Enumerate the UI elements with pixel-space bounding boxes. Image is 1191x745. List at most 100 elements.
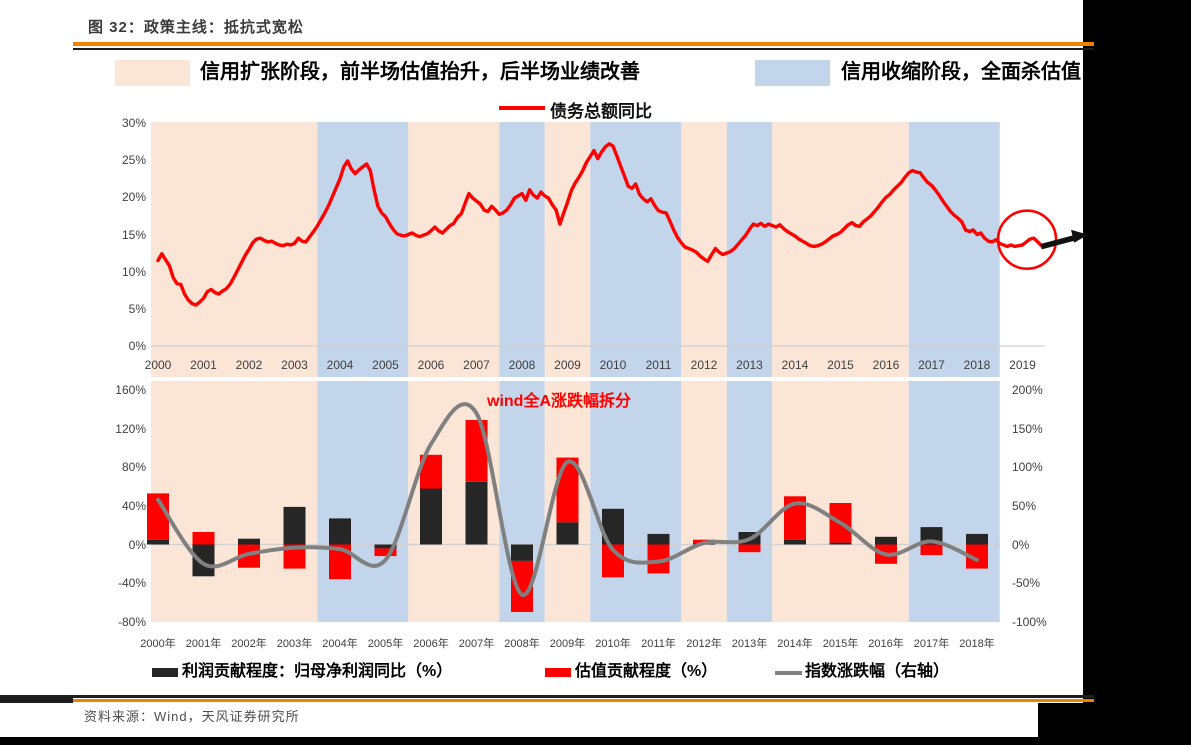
bottom-chart-left-y-tick: 40%	[121, 498, 146, 513]
valuation-bar	[875, 544, 897, 564]
top-dark-rule	[73, 47, 1094, 50]
top-chart-x-tick: 2014	[781, 358, 809, 372]
credit-phase-band-expansion	[772, 122, 909, 377]
credit-phase-band-expansion	[151, 122, 318, 377]
top-orange-rule	[73, 42, 1094, 46]
profit-bar	[875, 536, 897, 545]
bottom-chart-x-tick: 2006年	[413, 638, 449, 650]
top-chart-x-tick: 2009	[554, 358, 581, 372]
profit-bar	[920, 527, 943, 545]
contraction-legend-swatch	[755, 60, 830, 86]
top-chart-x-tick: 2008	[508, 358, 536, 372]
profit-bar	[829, 542, 852, 545]
valuation-bar	[192, 532, 215, 545]
valuation-bar	[420, 454, 442, 489]
profit-bar	[556, 522, 579, 545]
source-note: 资料来源：Wind，天风证券研究所	[84, 709, 300, 724]
valuation-bar	[920, 544, 943, 556]
bottom-chart-right-y-tick: 100%	[1012, 460, 1043, 475]
valuation-bar	[602, 544, 624, 578]
index-line-legend-label: 指数涨跌幅（右轴）	[805, 663, 950, 680]
top-chart-x-tick: 2018	[963, 358, 991, 372]
credit-phase-band-expansion	[544, 122, 591, 377]
bottom-chart-right-y-tick: -50%	[1012, 576, 1041, 591]
credit-phase-band-contraction	[726, 381, 773, 622]
valuation-bar	[693, 539, 715, 544]
bottom-chart-x-tick: 2017年	[913, 638, 950, 650]
bottom-black-border	[0, 737, 1191, 745]
bottom-chart-x-tick: 2003年	[276, 638, 313, 650]
profit-bar	[465, 481, 488, 545]
bottom-chart-right-y-tick: -100%	[1012, 614, 1047, 629]
valuation-bar	[511, 560, 533, 612]
top-chart-y-tick: 10%	[121, 264, 146, 279]
bottom-chart-x-tick: 2002年	[231, 638, 267, 650]
top-chart-x-tick: 2000	[144, 358, 172, 372]
bottom-chart-right-y-tick: 50%	[1012, 498, 1037, 513]
bottom-chart-x-tick: 2015年	[822, 638, 859, 650]
profit-bar	[602, 508, 624, 545]
top-chart-x-tick: 2015	[827, 358, 854, 372]
valuation-bar	[784, 496, 806, 540]
credit-phase-band-contraction	[499, 381, 545, 622]
profit-bar	[966, 533, 988, 545]
top-chart-y-tick: 5%	[128, 301, 146, 316]
valuation-bar	[738, 544, 761, 553]
profit-bar	[283, 506, 306, 545]
profit-bar-legend-swatch	[152, 668, 178, 677]
credit-phase-band-expansion	[408, 381, 500, 622]
bottom-dark-rule	[0, 695, 1094, 698]
top-chart-x-tick: 2001	[190, 358, 217, 372]
credit-phase-band-contraction	[590, 122, 682, 377]
credit-phase-band-expansion	[772, 381, 909, 622]
right-black-border	[1083, 0, 1191, 745]
top-chart-y-tick: 20%	[121, 190, 146, 205]
bottom-chart-right-y-tick: 0%	[1012, 537, 1030, 552]
valuation-bar-legend-swatch	[545, 668, 571, 677]
bottom-chart-x-tick: 2013年	[731, 638, 768, 650]
profit-bar	[738, 532, 761, 545]
profit-bar	[192, 544, 215, 577]
profit-bar	[693, 543, 715, 545]
bottom-chart-left-y-tick: 80%	[121, 460, 146, 475]
top-chart-y-tick: 15%	[121, 227, 146, 242]
bottom-chart-title: wind全A涨跌幅拆分	[487, 393, 631, 410]
bottom-chart-x-tick: 2001年	[185, 638, 222, 650]
top-chart-x-tick: 2019	[1009, 358, 1036, 372]
top-chart-x-tick: 2002	[235, 358, 263, 372]
top-chart-x-tick: 2007	[463, 358, 490, 372]
top-chart-y-tick: 30%	[121, 116, 146, 130]
credit-phase-band-contraction	[499, 122, 545, 377]
bottom-chart-x-tick: 2009年	[549, 638, 586, 650]
bottom-rule-left-cap	[0, 695, 73, 703]
profit-bar	[511, 544, 533, 561]
valuation-bar	[465, 420, 488, 482]
top-chart-x-tick: 2010	[599, 358, 627, 372]
valuation-bar	[147, 493, 169, 540]
valuation-bar	[329, 544, 351, 580]
bottom-chart-x-tick: 2018年	[959, 638, 995, 650]
valuation-bar	[374, 548, 397, 557]
bottom-chart-left-y-tick: 120%	[115, 421, 146, 436]
index-line-legend-swatch	[775, 671, 802, 675]
bottom-chart-x-tick: 2007年	[458, 638, 495, 650]
credit-phase-band-contraction	[908, 122, 1000, 377]
valuation-bar	[238, 544, 260, 568]
valuation-bar	[966, 544, 988, 569]
profit-bar	[374, 544, 397, 549]
expansion-legend-swatch	[115, 60, 190, 86]
valuation-bar	[556, 457, 579, 523]
top-chart-x-tick: 2005	[372, 358, 399, 372]
valuation-bar	[647, 544, 670, 574]
top-chart-y-tick: 0%	[128, 339, 146, 353]
profit-bar	[784, 539, 806, 545]
credit-phase-band-expansion	[681, 122, 727, 377]
figure-title: 图 32：政策主线：抵抗式宽松	[88, 19, 304, 36]
credit-phase-band-contraction	[726, 122, 773, 377]
credit-phase-band-contraction	[908, 381, 1000, 622]
index-return-line	[156, 402, 979, 597]
credit-phase-band-contraction	[590, 381, 682, 622]
contraction-legend-label: 信用收缩阶段，全面杀估值	[841, 61, 1081, 83]
bottom-chart-x-tick: 2004年	[322, 638, 358, 650]
